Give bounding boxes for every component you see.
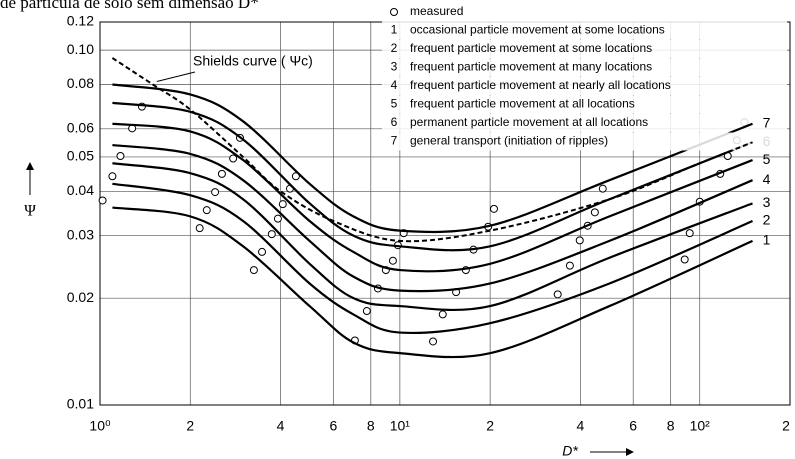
- measured-point: [438, 310, 447, 319]
- shields-leader: [156, 71, 196, 82]
- measured-point: [598, 184, 607, 193]
- x-arrow-head: [626, 448, 634, 456]
- curve-label: 7: [763, 114, 771, 130]
- x-tick-label: 4: [577, 418, 585, 434]
- shields-label: Shields curve ( Ψc): [193, 53, 313, 69]
- curve-label: 1: [763, 232, 771, 248]
- legend-number: 2: [391, 41, 398, 55]
- measured-point: [575, 236, 584, 245]
- threshold-curve: [112, 83, 753, 234]
- measured-point: [278, 200, 287, 209]
- y-tick-label: 0.12: [67, 13, 94, 29]
- legend-bg: [382, 40, 787, 58]
- x-tick-label: 4: [277, 418, 285, 434]
- curve-label: 4: [763, 171, 771, 187]
- caption: de partícula de solo sem dimensão D*: [0, 0, 259, 12]
- x-tick-label: 8: [367, 418, 375, 434]
- x-tick-label: 2: [186, 418, 194, 434]
- measured-point: [249, 266, 258, 275]
- threshold-curve: [112, 162, 753, 312]
- legend-label: frequent particle movement at all locati…: [410, 97, 635, 111]
- measured-point: [362, 307, 371, 316]
- legend-number: 5: [391, 97, 398, 111]
- y-tick-label: 0.06: [67, 120, 94, 136]
- legend-label: permanent particle movement at all locat…: [410, 115, 648, 129]
- legend-marker: [390, 8, 398, 16]
- legend-number: 1: [391, 23, 398, 37]
- x-tick-label: 2: [782, 418, 790, 434]
- measured-point: [553, 290, 562, 299]
- y-arrow-head: [26, 162, 34, 170]
- y-tick-label: 0.03: [67, 226, 94, 242]
- measured-point: [489, 204, 498, 213]
- y-tick-label: 0.01: [67, 396, 94, 412]
- legend-bg: [382, 3, 787, 21]
- threshold-curve: [112, 122, 753, 273]
- legend-label: frequent particle movement at many locat…: [410, 60, 652, 74]
- measured-point: [229, 154, 238, 163]
- x-tick-label: 6: [329, 418, 337, 434]
- legend-number: 4: [391, 78, 398, 92]
- measured-point: [217, 169, 226, 178]
- x-tick-label: 6: [629, 418, 637, 434]
- legend-label: occasional particle movement at some loc…: [410, 23, 665, 37]
- x-tick-label: 10¹: [390, 418, 411, 434]
- x-axis-title: D*: [562, 443, 578, 459]
- measured-point: [258, 247, 267, 256]
- measured-point: [116, 152, 125, 161]
- measured-point: [98, 196, 107, 205]
- shields-curve: [111, 57, 753, 243]
- legend-bg: [382, 132, 787, 151]
- y-tick-label: 0.02: [67, 289, 94, 305]
- measured-point: [267, 230, 276, 239]
- curve-label: 3: [763, 194, 771, 210]
- measured-point: [565, 261, 574, 270]
- measured-point: [291, 172, 300, 181]
- measured-point: [108, 172, 117, 181]
- legend-number: 7: [391, 134, 398, 148]
- x-tick-label: 10⁰: [89, 418, 111, 434]
- threshold-curve: [112, 182, 753, 335]
- legend-bg: [382, 114, 787, 132]
- y-tick-label: 0.05: [67, 148, 94, 164]
- measured-point: [211, 188, 220, 197]
- measured-point: [273, 214, 282, 223]
- x-tick-label: 2: [486, 418, 494, 434]
- y-tick-label: 0.10: [67, 41, 94, 57]
- legend-bg: [382, 58, 787, 77]
- measured-point: [202, 206, 211, 215]
- measured-point: [429, 337, 438, 346]
- x-tick-label: 10²: [690, 418, 711, 434]
- measured-point: [590, 208, 599, 217]
- curve-label: 5: [763, 151, 771, 167]
- legend-bg: [382, 95, 787, 114]
- legend-label: frequent particle movement at some locat…: [410, 41, 652, 55]
- x-tick-label: 8: [667, 418, 675, 434]
- legend-bg: [382, 21, 787, 40]
- legend-label: frequent particle movement at nearly all…: [410, 78, 671, 92]
- legend-number: 3: [391, 60, 398, 74]
- legend-number: 6: [391, 115, 398, 129]
- y-tick-label: 0.04: [67, 182, 94, 198]
- legend-bg: [382, 77, 787, 95]
- legend-label: measured: [410, 4, 463, 18]
- measured-point: [685, 229, 694, 238]
- curve-label: 2: [763, 212, 771, 228]
- threshold-curve: [112, 206, 753, 359]
- threshold-curve: [112, 143, 753, 293]
- measured-point: [388, 256, 397, 265]
- y-axis-title: Ψ: [24, 203, 36, 220]
- measured-point: [195, 224, 204, 233]
- legend-label: general transport (initiation of ripples…: [410, 134, 608, 148]
- y-tick-label: 0.08: [67, 75, 94, 91]
- measured-point: [680, 255, 689, 264]
